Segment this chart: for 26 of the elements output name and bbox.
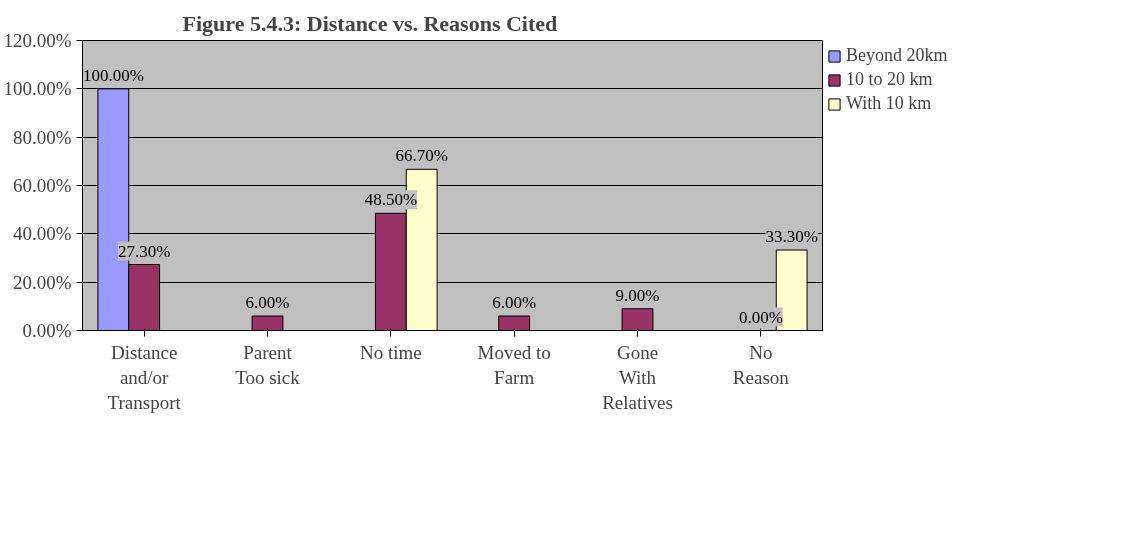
- legend-label: 10 to 20 km: [846, 69, 933, 90]
- data-label: 48.50%: [364, 190, 418, 210]
- y-tick-label: 120.00%: [3, 30, 72, 51]
- data-label: 33.30%: [765, 227, 818, 247]
- y-tick-label: 20.00%: [12, 271, 72, 293]
- x-tick-label: Distance and/or Transport: [107, 341, 182, 413]
- x-tick-label: Gone With Relatives: [602, 341, 673, 413]
- x-tick-label: Parent Too sick: [235, 341, 301, 388]
- data-label: 6.00%: [245, 293, 290, 312]
- x-tick-label: No time: [359, 341, 422, 363]
- data-label: 100.00%: [82, 65, 144, 85]
- data-label: 0.00%: [738, 307, 783, 327]
- data-label: 6.00%: [492, 293, 537, 312]
- legend-label: With 10 km: [846, 93, 932, 114]
- y-tick-label: 80.00%: [12, 126, 72, 148]
- y-tick-label: 0.00%: [22, 320, 72, 341]
- y-tick-label: 40.00%: [12, 223, 72, 245]
- chart-title: Figure 5.4.3: Distance vs. Reasons Cited: [182, 10, 558, 36]
- y-tick-label: 60.00%: [12, 175, 72, 196]
- legend-label: Beyond 20km: [846, 45, 948, 66]
- x-tick-label: Moved to Farm: [477, 341, 551, 388]
- data-label: 9.00%: [615, 285, 660, 305]
- data-label: 66.70%: [395, 146, 448, 166]
- x-tick-label: No Reason: [732, 341, 790, 388]
- y-tick-label: 100.00%: [3, 78, 72, 100]
- data-label: 27.30%: [117, 241, 171, 261]
